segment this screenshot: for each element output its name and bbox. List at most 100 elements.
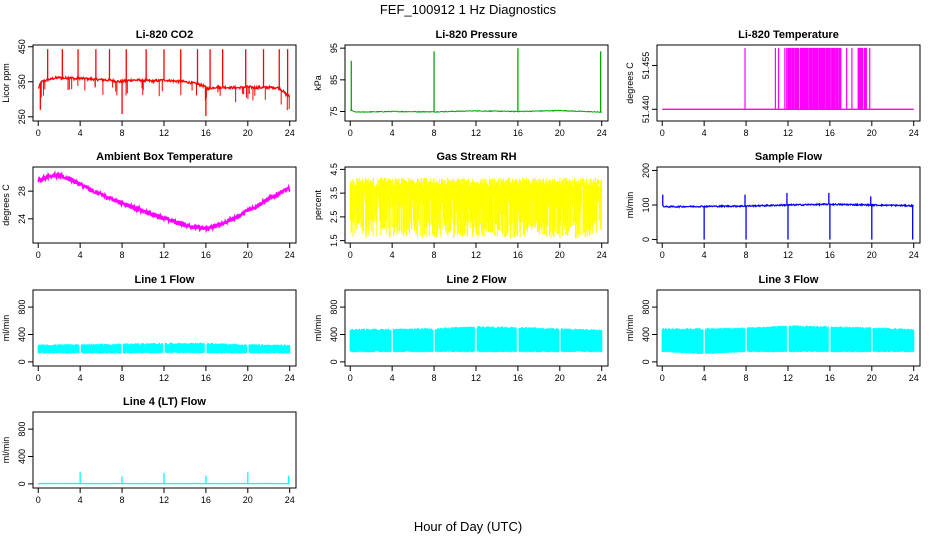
y-axis-label: ml/min	[1, 437, 11, 464]
x-tick-label: 8	[744, 128, 749, 138]
y-axis-label: ml/min	[313, 315, 323, 342]
x-axis: 0 4 8 12 16 20 24	[348, 121, 607, 138]
x-axis: 0 4 8 12 16 20 24	[36, 243, 295, 260]
figure-title: FEF_100912 1 Hz Diagnostics	[380, 2, 557, 17]
series	[349, 48, 603, 114]
plot-frame	[32, 289, 297, 367]
x-tick-label: 24	[285, 373, 295, 383]
x-axis: 0 4 8 12 16 20 24	[348, 243, 607, 260]
y-axis: 250 350 450	[17, 39, 33, 124]
x-tick-label: 0	[660, 128, 665, 138]
x-tick-label: 20	[243, 250, 253, 260]
panel-3: Li-820 Temperature degrees C 0 4 8 12 16 20 24 51…	[625, 29, 921, 138]
y-axis: 24 28	[17, 186, 33, 224]
x-tick-label: 0	[348, 128, 353, 138]
panel-title: Li-820 Temperature	[738, 29, 839, 41]
y-tick-label: 0	[641, 359, 651, 364]
y-axis: 0 400 800	[329, 300, 345, 364]
x-tick-label: 16	[825, 373, 835, 383]
panel-6: Sample Flow ml/min 0 4 8 12 16 20 24 0 100 200	[625, 151, 921, 260]
x-tick-label: 8	[432, 250, 437, 260]
series	[37, 49, 291, 117]
panel-4: Ambient Box Temperature degrees C 0 4 8 12 16 2…	[1, 151, 297, 260]
x-tick-label: 8	[120, 250, 125, 260]
x-tick-label: 12	[159, 250, 169, 260]
x-tick-label: 0	[36, 128, 41, 138]
y-tick-label: 2.5	[329, 211, 339, 224]
y-axis-label: kPa	[313, 75, 323, 91]
y-tick-label: 400	[641, 327, 651, 342]
y-axis: 0 400 800	[641, 300, 657, 364]
y-tick-label: 0	[329, 359, 339, 364]
y-tick-label: 28	[17, 186, 27, 196]
y-axis: 75 85 95	[329, 43, 345, 117]
x-tick-label: 4	[390, 373, 395, 383]
x-tick-label: 4	[78, 128, 83, 138]
panel-2: Li-820 Pressure kPa 0 4 8 12 16 20 24 75 85 95	[313, 29, 609, 138]
x-tick-label: 24	[285, 495, 295, 505]
x-tick-label: 20	[243, 373, 253, 383]
y-tick-label: 75	[329, 106, 339, 116]
x-axis: 0 4 8 12 16 20 24	[36, 488, 295, 505]
y-tick-label: 51.440	[641, 96, 651, 124]
x-tick-label: 8	[432, 373, 437, 383]
y-tick-label: 3.5	[329, 187, 339, 200]
x-tick-label: 12	[471, 128, 481, 138]
series-line	[37, 170, 291, 234]
x-tick-label: 20	[243, 128, 253, 138]
plot-frame	[32, 166, 297, 244]
x-tick-label: 4	[390, 128, 395, 138]
x-tick-label: 20	[243, 495, 253, 505]
x-tick-label: 4	[78, 495, 83, 505]
plot-frame	[656, 289, 921, 367]
x-tick-label: 20	[867, 128, 877, 138]
y-tick-label: 400	[17, 327, 27, 342]
x-tick-label: 12	[159, 128, 169, 138]
y-tick-label: 800	[329, 300, 339, 315]
x-axis: 0 4 8 12 16 20 24	[660, 366, 919, 383]
y-axis: 51.440 51.455	[641, 52, 657, 123]
y-axis: 0 400 800	[17, 300, 33, 364]
x-tick-label: 0	[660, 250, 665, 260]
y-axis-label: percent	[313, 189, 323, 220]
x-tick-label: 24	[909, 373, 919, 383]
x-tick-label: 16	[201, 250, 211, 260]
series	[37, 170, 291, 234]
x-tick-label: 24	[909, 250, 919, 260]
series	[349, 326, 603, 353]
y-tick-label: 800	[641, 300, 651, 315]
x-axis: 0 4 8 12 16 20 24	[36, 366, 295, 383]
y-tick-label: 200	[641, 163, 651, 178]
x-tick-label: 20	[867, 373, 877, 383]
x-tick-label: 8	[744, 250, 749, 260]
y-tick-label: 0	[17, 359, 27, 364]
panel-8: Line 2 Flow ml/min 0 4 8 12 16 20 24 0 400 800	[313, 274, 609, 383]
x-tick-label: 0	[36, 250, 41, 260]
panel-title: Gas Stream RH	[436, 151, 516, 163]
x-tick-label: 16	[513, 373, 523, 383]
y-axis-label: Licor ppm	[1, 63, 11, 103]
x-tick-label: 12	[783, 250, 793, 260]
x-tick-label: 4	[78, 373, 83, 383]
x-tick-label: 4	[702, 250, 707, 260]
x-tick-label: 20	[555, 250, 565, 260]
plot-frame	[344, 44, 609, 122]
x-tick-label: 20	[555, 128, 565, 138]
x-tick-label: 20	[867, 250, 877, 260]
panel-title: Line 1 Flow	[135, 274, 195, 286]
figure-x-axis-label: Hour of Day (UTC)	[414, 519, 522, 534]
y-tick-label: 100	[641, 197, 651, 212]
x-tick-label: 20	[555, 373, 565, 383]
x-tick-label: 8	[120, 373, 125, 383]
panel-title: Li-820 CO2	[136, 29, 193, 41]
panel-9: Line 3 Flow ml/min 0 4 8 12 16 20 24 0 400 800	[625, 274, 921, 383]
x-tick-label: 24	[597, 128, 607, 138]
y-tick-label: 800	[17, 300, 27, 315]
y-tick-label: 51.455	[641, 52, 651, 80]
x-tick-label: 24	[597, 250, 607, 260]
y-tick-label: 24	[17, 214, 27, 224]
panel-title: Line 2 Flow	[447, 274, 507, 286]
plot-frame	[32, 44, 297, 122]
series	[662, 47, 914, 110]
x-tick-label: 8	[432, 128, 437, 138]
